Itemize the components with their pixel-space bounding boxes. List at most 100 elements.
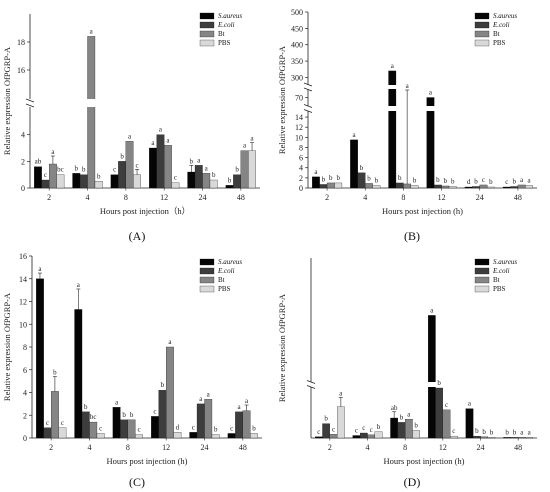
y-axis-title: Relative expression OfPGRP-A [277, 293, 287, 402]
significance-label: b [212, 171, 216, 179]
significance-label: b [377, 423, 381, 431]
bar [365, 183, 373, 189]
y-axis-title: Relative expression OfPGRP-A [277, 45, 287, 154]
x-tick-label: 8 [403, 443, 407, 452]
x-tick-label: 12 [162, 443, 170, 452]
significance-label: b [130, 411, 134, 419]
bar [43, 427, 52, 439]
legend-swatch [199, 21, 215, 29]
axis-break-gap [26, 99, 34, 107]
x-tick-label: 12 [438, 193, 446, 202]
significance-label: b [512, 177, 516, 185]
significance-label: a [520, 176, 524, 184]
bar [450, 435, 458, 439]
significance-label: b [444, 177, 448, 185]
bar [164, 145, 172, 189]
significance-label: c [174, 174, 177, 182]
bar [405, 419, 413, 439]
x-tick-label: 24 [476, 193, 484, 202]
significance-label: ab [391, 404, 398, 412]
bar [388, 70, 397, 189]
bar [314, 436, 323, 439]
significance-label: c [482, 176, 485, 184]
y-axis-title: Relative expression OfPGRP-A [2, 292, 12, 401]
bar [472, 186, 480, 189]
significance-label: b [437, 379, 441, 387]
significance-label: c [452, 427, 455, 435]
bar [510, 186, 519, 189]
significance-label: a [51, 148, 55, 156]
bar [56, 174, 65, 189]
significance-label: c [230, 424, 233, 432]
significance-label: b [120, 152, 124, 160]
axis-break-mark [25, 103, 35, 108]
significance-label: b [482, 428, 486, 436]
bar [79, 174, 88, 189]
significance-label: a [391, 62, 395, 70]
significance-label: b [413, 176, 417, 184]
legend-swatch [474, 12, 490, 20]
significance-label: b [84, 403, 88, 411]
bar [395, 182, 404, 189]
bar [426, 97, 435, 189]
bar-break [388, 106, 397, 111]
panel-label: (B) [404, 229, 420, 243]
significance-label: a [166, 136, 170, 144]
bar [149, 147, 157, 189]
bar [397, 422, 406, 439]
bar-break [426, 106, 435, 111]
y-tick-label: 14 [19, 275, 27, 284]
axis-break-mark [25, 98, 35, 103]
x-tick-label: 48 [237, 193, 245, 202]
significance-label: b [228, 176, 232, 184]
y-tick-label: 10 [19, 320, 27, 329]
bar [350, 139, 358, 189]
bar [112, 407, 121, 439]
legend-swatch [199, 30, 215, 38]
panel-label: (C) [129, 475, 145, 489]
bar [503, 437, 511, 439]
bar [225, 185, 234, 189]
bar [189, 432, 198, 439]
bar [110, 174, 119, 189]
significance-label: a [199, 395, 203, 403]
x-tick-label: 4 [363, 193, 367, 202]
significance-label: b [398, 174, 402, 182]
significance-label: b [122, 411, 126, 419]
significance-label: b [490, 428, 494, 436]
x-tick-label: 4 [86, 193, 90, 202]
y-tick-label: 12 [295, 123, 303, 132]
axis-break-mark [303, 82, 313, 87]
bar [72, 173, 81, 189]
significance-label: a [528, 428, 532, 436]
x-tick-label: 8 [126, 443, 130, 452]
x-tick-label: 2 [49, 443, 53, 452]
y-tick-label: 450 [291, 24, 303, 33]
y-tick-label: 0 [21, 184, 25, 193]
significance-label: a [115, 398, 119, 406]
significance-label: c [61, 419, 64, 427]
panel-label: (D) [404, 475, 421, 489]
bar [235, 411, 243, 439]
bar [502, 186, 511, 189]
bar [209, 179, 218, 189]
bar [196, 403, 205, 439]
significance-label: b [75, 164, 79, 172]
bar [94, 181, 103, 189]
bar [322, 423, 330, 439]
significance-label: a [205, 164, 209, 172]
bar [433, 184, 442, 189]
bar [412, 430, 421, 439]
bar [435, 387, 443, 439]
bar [334, 182, 343, 189]
bar [410, 185, 419, 189]
x-axis-title: Hours post injection (h) [107, 456, 188, 466]
axis-break-gap [307, 382, 315, 387]
significance-label: a [197, 156, 201, 164]
legend-label: PBS [218, 39, 231, 47]
